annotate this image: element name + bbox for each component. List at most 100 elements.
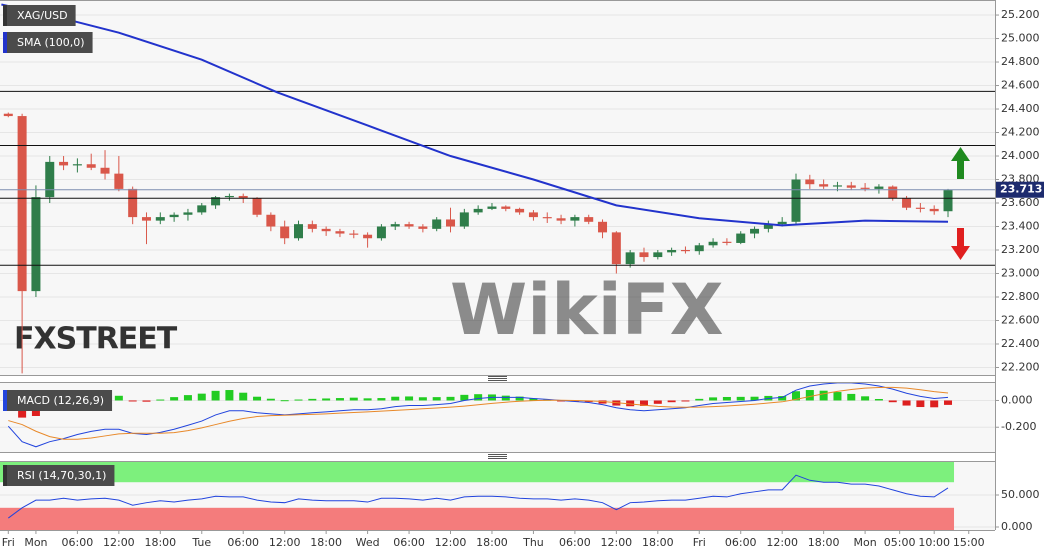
histogram-bar (432, 397, 441, 401)
candle-body (777, 221, 787, 225)
candle-body (888, 186, 898, 199)
candle-body (280, 226, 290, 239)
candle-body (639, 252, 649, 258)
candle-body (307, 224, 317, 229)
histogram-bar (639, 400, 648, 406)
x-tick-label: 12:00 (766, 536, 798, 549)
candle-body (363, 234, 373, 239)
candle-body (722, 241, 732, 243)
symbol-label[interactable]: XAG/USD (17, 9, 68, 22)
y-tick-label: 24.600 (1001, 79, 1040, 92)
candle-body (501, 206, 511, 209)
candle-body (349, 233, 359, 235)
candle-body (335, 231, 345, 234)
candle-body (694, 245, 704, 252)
down-arrow (951, 228, 970, 260)
label-box (3, 465, 115, 486)
x-tick-label: 10:00 (918, 536, 950, 549)
candle-body (197, 205, 207, 213)
candle-body (611, 232, 621, 265)
candle-body (238, 195, 248, 199)
x-tick-label: 18:00 (476, 536, 508, 549)
histogram-bar (377, 398, 386, 401)
candle-body (446, 219, 456, 227)
candle-body (390, 224, 400, 227)
label-accent (3, 32, 7, 53)
histogram-bar (695, 398, 704, 401)
indicator-label[interactable]: SMA (100,0) (17, 36, 85, 49)
histogram-bar (239, 392, 248, 401)
last-price-box (996, 181, 1044, 198)
histogram-bar (847, 393, 856, 401)
x-tick-label: 06:00 (393, 536, 425, 549)
y-tick-label: 24.000 (1001, 149, 1040, 162)
indicator-label[interactable]: RSI (14,70,30,1) (17, 469, 106, 482)
candle-body (86, 164, 96, 168)
candle-body (584, 217, 594, 222)
candle-body (832, 185, 842, 187)
y-tick-label: 22.800 (1001, 290, 1040, 303)
histogram-bar (418, 397, 427, 401)
label-accent (3, 5, 7, 26)
histogram-bar (474, 394, 483, 401)
up-arrow (951, 147, 970, 179)
histogram-bar (446, 396, 455, 401)
candle-body (528, 212, 538, 218)
candle-body (294, 224, 303, 239)
x-tick-label: Fri (693, 536, 706, 549)
x-tick-label: 12:00 (269, 536, 301, 549)
histogram-bar (681, 400, 690, 402)
y-tick-label: 24.800 (1001, 55, 1040, 68)
marks (0, 3, 995, 519)
y-tick-label: 22.400 (1001, 337, 1040, 350)
overbought-band (0, 462, 955, 483)
candle-body (31, 197, 41, 292)
sma-line (1, 3, 949, 227)
candle-body (874, 186, 884, 189)
candle-body (59, 161, 69, 166)
candle-body (653, 252, 663, 258)
histogram-bar (916, 400, 925, 408)
oversold-band (0, 507, 955, 530)
arrow-head (951, 246, 970, 260)
histogram-bar (819, 390, 828, 401)
candle-body (141, 217, 151, 221)
candle-body (680, 250, 690, 252)
indicator-label[interactable]: MACD (12,26,9) (17, 394, 104, 407)
candle-body (929, 208, 939, 212)
resize-handle[interactable] (488, 454, 507, 459)
x-tick-label: Mon (24, 536, 47, 549)
candle-body (860, 187, 870, 189)
macd-panel (0, 382, 995, 452)
histogram-bar (805, 390, 814, 401)
arrow-head (951, 147, 970, 161)
resize-handle[interactable] (488, 376, 507, 381)
y-tick-label: 24.200 (1001, 126, 1040, 139)
histogram-bar (128, 400, 137, 402)
candle-body (943, 190, 953, 212)
x-tick-label: 06:00 (227, 536, 259, 549)
candle-body (252, 198, 262, 215)
x-tick-label: Thu (522, 536, 544, 549)
x-tick-label: 06:00 (725, 536, 757, 549)
candle-body (736, 233, 746, 243)
candle-body (473, 208, 483, 213)
candle-body (3, 113, 13, 117)
histogram-bar (156, 399, 165, 401)
histogram-bar (501, 395, 510, 401)
label-box (3, 390, 113, 411)
candle-body (915, 207, 925, 209)
borders (0, 0, 996, 531)
candle-body (708, 241, 718, 246)
histogram-bar (405, 396, 414, 401)
grid (0, 14, 999, 530)
y-tick-label: 23.200 (1001, 243, 1040, 256)
histogram-bar (667, 400, 676, 403)
x-tick-label: 12:00 (103, 536, 135, 549)
histogram-bar (349, 397, 358, 401)
x-tick-label: 06:00 (62, 536, 94, 549)
last-price-label: 23.713 (1000, 183, 1042, 196)
candle-body (763, 224, 773, 229)
